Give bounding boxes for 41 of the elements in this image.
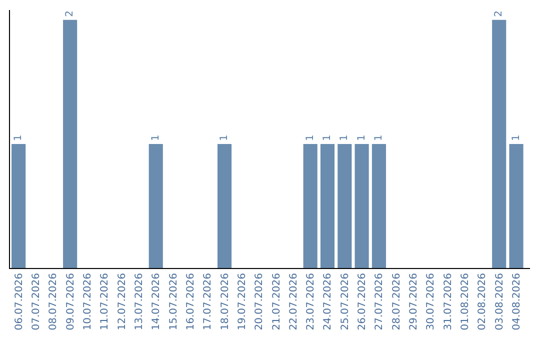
x-tick-label: 23.07.2026 <box>306 273 317 330</box>
x-tick-label: 26.07.2026 <box>357 273 368 330</box>
x-tick-label: 14.07.2026 <box>151 273 162 330</box>
data-label: 1 <box>219 134 230 141</box>
x-tick-label: 09.07.2026 <box>65 273 76 330</box>
data-label: 2 <box>494 10 505 17</box>
x-tick-label: 02.08.2026 <box>477 273 488 330</box>
x-tick-label: 10.07.2026 <box>82 273 94 330</box>
data-label: 1 <box>150 134 162 141</box>
x-tick-label: 30.07.2026 <box>426 273 437 330</box>
x-tick-label: 13.07.2026 <box>134 273 145 330</box>
x-tick-label: 18.07.2026 <box>220 273 231 330</box>
x-tick-label: 03.08.2026 <box>494 273 506 330</box>
x-tick-label: 22.07.2026 <box>288 273 300 330</box>
x-tick-label: 29.07.2026 <box>408 273 420 330</box>
data-label: 1 <box>373 134 384 141</box>
x-tick-label: 08.07.2026 <box>48 273 60 330</box>
data-label: 2 <box>64 10 76 17</box>
x-tick-label: 25.07.2026 <box>340 273 351 330</box>
data-label: 1 <box>322 134 333 141</box>
x-tick-label: 16.07.2026 <box>185 273 196 330</box>
x-tick-label: 28.07.2026 <box>391 273 402 330</box>
x-tick-label: 24.07.2026 <box>322 273 334 330</box>
x-tick-label: 19.07.2026 <box>236 273 248 330</box>
data-label: 1 <box>304 134 316 141</box>
data-label: 1 <box>356 134 368 141</box>
x-tick-label: 11.07.2026 <box>100 273 111 330</box>
x-tick-label: 01.08.2026 <box>460 273 472 330</box>
x-tick-label: 17.07.2026 <box>202 273 214 330</box>
x-tick-label: 21.07.2026 <box>271 273 282 330</box>
x-tick-label: 07.07.2026 <box>30 273 42 330</box>
x-tick-label: 15.07.2026 <box>168 273 180 330</box>
x-tick-label: 06.07.2026 <box>14 273 25 330</box>
x-tick-label: 12.07.2026 <box>116 273 128 330</box>
data-label: 1 <box>510 134 522 141</box>
data-label: 1 <box>13 134 24 141</box>
x-tick-label: 20.07.2026 <box>254 273 266 330</box>
data-label: 1 <box>339 134 350 141</box>
x-tick-label: 31.07.2026 <box>442 273 454 330</box>
x-tick-label: 27.07.2026 <box>374 273 386 330</box>
x-tick-label: 04.08.2026 <box>512 273 523 330</box>
